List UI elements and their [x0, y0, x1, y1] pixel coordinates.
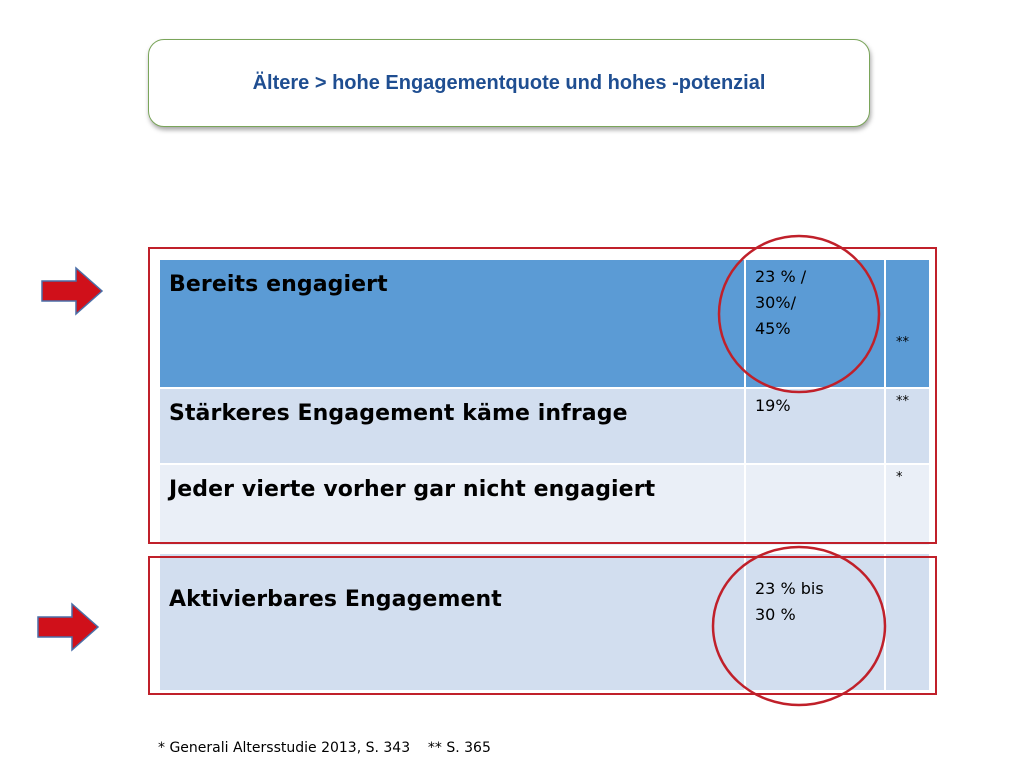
row-note-cell: **	[884, 387, 931, 465]
row-value-line: 23 % bis	[755, 579, 824, 598]
row-label: Jeder vierte vorher gar nicht engagiert	[169, 477, 656, 502]
table-row: Jeder vierte vorher gar nicht engagiert …	[158, 463, 931, 549]
row-note-cell: **	[884, 258, 931, 389]
highlight-frame-bottom	[148, 556, 937, 695]
row-value-line: 19%	[755, 396, 791, 415]
row-value-cell	[744, 463, 886, 549]
row-label: Aktivierbares Engagement	[169, 587, 502, 612]
engagement-table: Bereits engagiert 23 % / 30%/ 45% ** Stä…	[158, 258, 931, 692]
row-label-cell: Jeder vierte vorher gar nicht engagiert	[158, 463, 746, 549]
row-label-cell: Bereits engagiert	[158, 258, 746, 389]
row-label: Bereits engagiert	[169, 272, 388, 297]
row-value-line: 30%/	[755, 293, 796, 312]
source-footnote: * Generali Altersstudie 2013, S. 343 ** …	[158, 740, 491, 756]
right-arrow-icon	[37, 602, 100, 652]
slide-title: Ältere > hohe Engagementquote und hohes …	[252, 71, 766, 94]
row-value-cell: 19%	[744, 387, 886, 465]
table-row: Stärkeres Engagement käme infrage 19% **	[158, 387, 931, 465]
row-value-line: 30 %	[755, 605, 796, 624]
row-note: **	[896, 394, 909, 409]
row-separator	[150, 545, 936, 554]
row-note: *	[896, 470, 903, 485]
highlight-ellipse-bottom	[711, 545, 887, 707]
row-value-cell: 23 % / 30%/ 45%	[744, 258, 886, 389]
row-value-line: 23 % /	[755, 267, 807, 286]
table-row: Aktivierbares Engagement 23 % bis 30 %	[158, 547, 931, 692]
title-box: Ältere > hohe Engagementquote und hohes …	[148, 39, 870, 127]
row-note: **	[896, 335, 909, 350]
table-row: Bereits engagiert 23 % / 30%/ 45% **	[158, 258, 931, 389]
row-label-cell: Stärkeres Engagement käme infrage	[158, 387, 746, 465]
highlight-frame-top	[148, 247, 937, 544]
row-label: Stärkeres Engagement käme infrage	[169, 401, 628, 426]
row-note-cell: *	[884, 463, 931, 549]
right-arrow-icon	[41, 266, 104, 316]
row-label-cell: Aktivierbares Engagement	[158, 547, 746, 692]
row-note-cell	[884, 547, 931, 692]
highlight-ellipse-top	[717, 234, 881, 394]
row-value-line: 45%	[755, 319, 791, 338]
